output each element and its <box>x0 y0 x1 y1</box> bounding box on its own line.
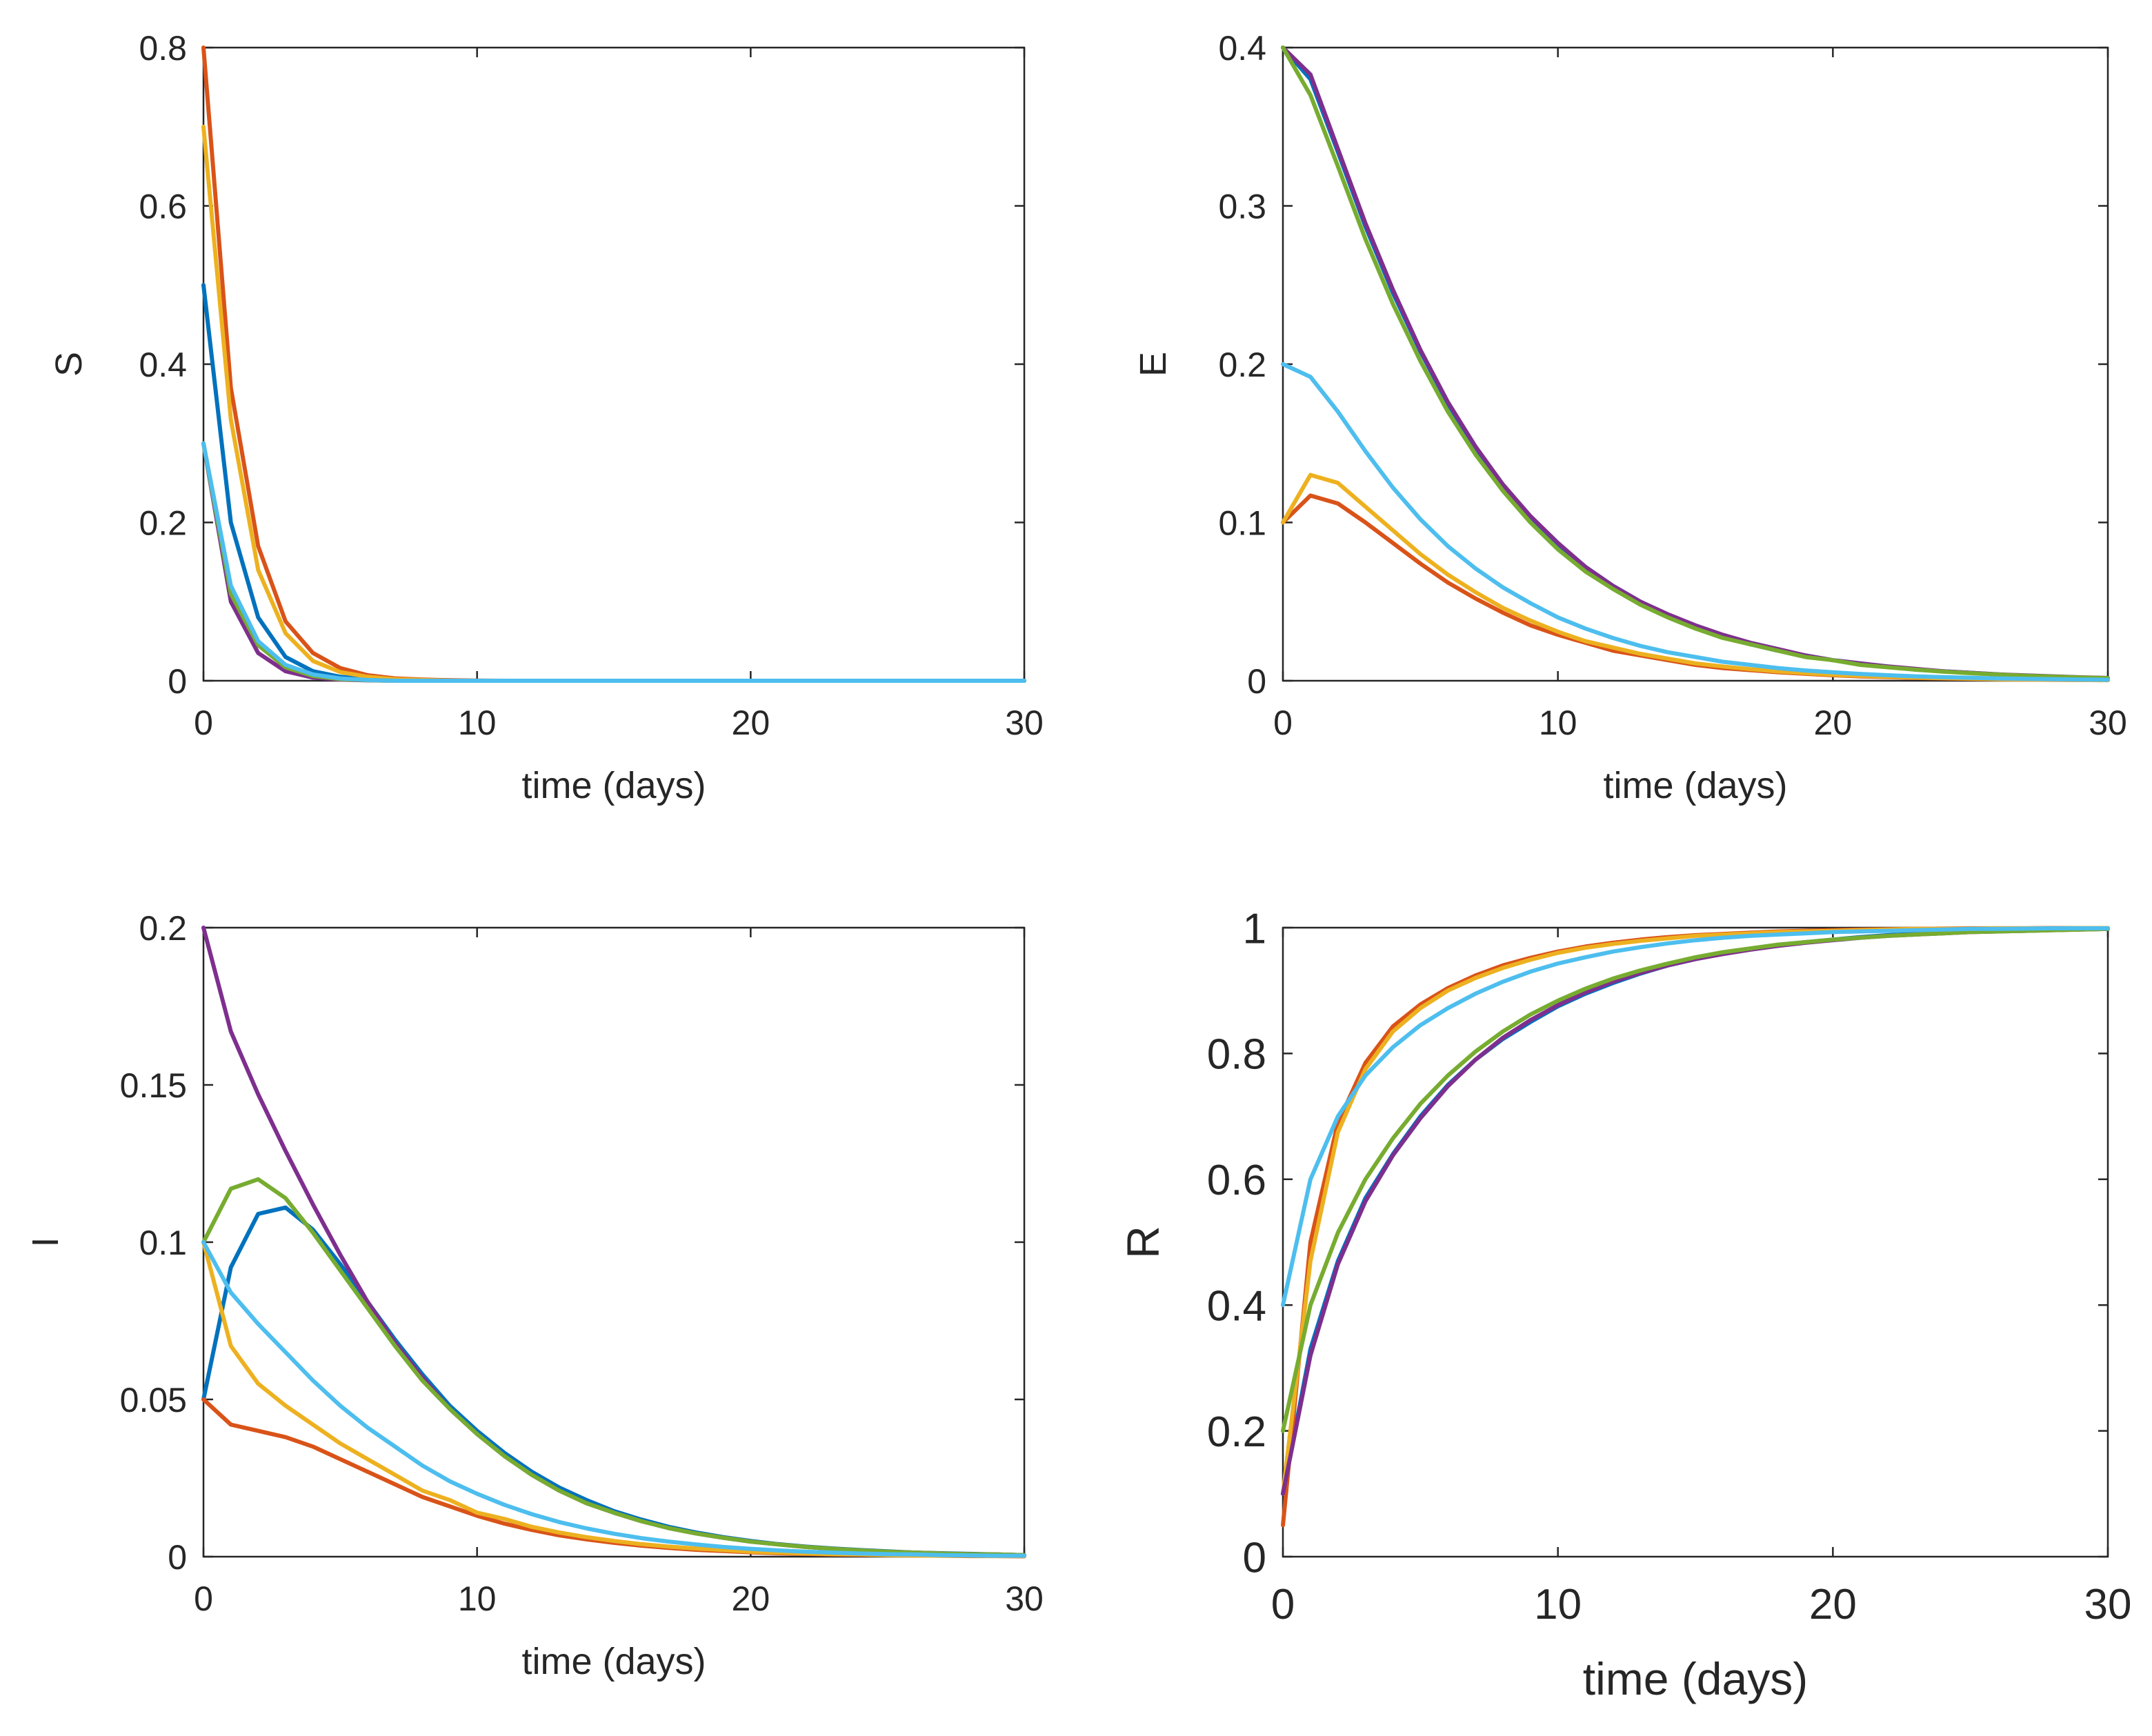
y-axis-label: R <box>1117 1226 1168 1259</box>
x-tick-label: 20 <box>1814 704 1853 742</box>
y-axis-label: E <box>1133 352 1174 377</box>
x-tick-label: 30 <box>2089 704 2127 742</box>
y-tick-label: 0.2 <box>139 504 187 543</box>
x-tick-label: 30 <box>1005 704 1044 742</box>
y-tick-label: 0 <box>1247 662 1266 701</box>
x-tick-label: 0 <box>194 704 213 742</box>
x-axis-label: time (days) <box>521 765 706 806</box>
y-tick-label: 0.3 <box>1218 188 1266 226</box>
y-tick-label: 0 <box>1243 1534 1266 1582</box>
x-tick-label: 10 <box>458 1579 497 1618</box>
series-line-S-6 <box>201 441 1026 683</box>
y-tick-label: 0.4 <box>1218 29 1266 68</box>
y-tick-label: 0 <box>168 1538 187 1577</box>
x-tick-label: 20 <box>732 1579 770 1618</box>
y-tick-label: 0.8 <box>1207 1031 1266 1079</box>
x-tick-label: 30 <box>2084 1581 2132 1628</box>
series-line-E-6 <box>1281 362 2110 682</box>
y-tick-label: 0 <box>168 662 187 701</box>
y-tick-label: 0.2 <box>139 909 187 948</box>
y-tick-label: 0.6 <box>139 188 187 226</box>
y-tick-label: 0.1 <box>1218 504 1266 543</box>
y-axis-label: S <box>48 352 90 377</box>
x-tick-label: 10 <box>1534 1581 1582 1628</box>
subplot-I: 0 10 20 30 0 0.05 0.1 0.15 0.2 time (days) I <box>25 909 1044 1682</box>
series-line-I-5 <box>201 1177 1026 1557</box>
y-tick-label: 0.05 <box>120 1381 187 1419</box>
x-tick-label: 20 <box>732 704 770 742</box>
y-tick-label: 0.2 <box>1207 1408 1266 1456</box>
x-tick-label: 0 <box>1273 704 1293 742</box>
x-tick-label: 10 <box>458 704 497 742</box>
axes-box-R <box>1282 926 2109 1558</box>
series-line-R-5 <box>1281 926 2110 1433</box>
y-axis-label: I <box>25 1237 66 1247</box>
x-axis-label: time (days) <box>521 1641 706 1682</box>
x-axis-label: time (days) <box>1603 765 1787 806</box>
y-tick-label: 0.4 <box>1207 1283 1266 1330</box>
x-tick-label: 20 <box>1809 1581 1857 1628</box>
x-tick-label: 0 <box>1271 1581 1295 1628</box>
subplot-E: 0 10 20 30 0 0.1 0.2 0.3 0.4 time (days) E <box>1133 29 2127 806</box>
y-tick-label: 0.6 <box>1207 1157 1266 1204</box>
y-tick-label: 0.15 <box>120 1066 187 1105</box>
series-line-R-6 <box>1281 926 2110 1308</box>
subplot-R: 0 10 20 30 0 0.2 0.4 0.6 0.8 1 time (days) R <box>1117 905 2131 1704</box>
series-line-E-5 <box>1281 46 2110 681</box>
y-tick-label: 0.8 <box>139 29 187 68</box>
y-tick-label: 1 <box>1243 905 1266 952</box>
subplot-S: 0 10 20 30 0 0.2 0.4 0.6 0.8 time (days) S <box>48 29 1044 806</box>
series-line-I-6 <box>201 1240 1026 1558</box>
x-axis-label: time (days) <box>1583 1653 1808 1704</box>
x-tick-label: 30 <box>1005 1579 1044 1618</box>
y-tick-label: 0.4 <box>139 346 187 384</box>
y-tick-label: 0.1 <box>139 1224 187 1262</box>
x-tick-label: 0 <box>194 1579 213 1618</box>
y-tick-label: 0.2 <box>1218 346 1266 384</box>
x-tick-label: 10 <box>1539 704 1577 742</box>
